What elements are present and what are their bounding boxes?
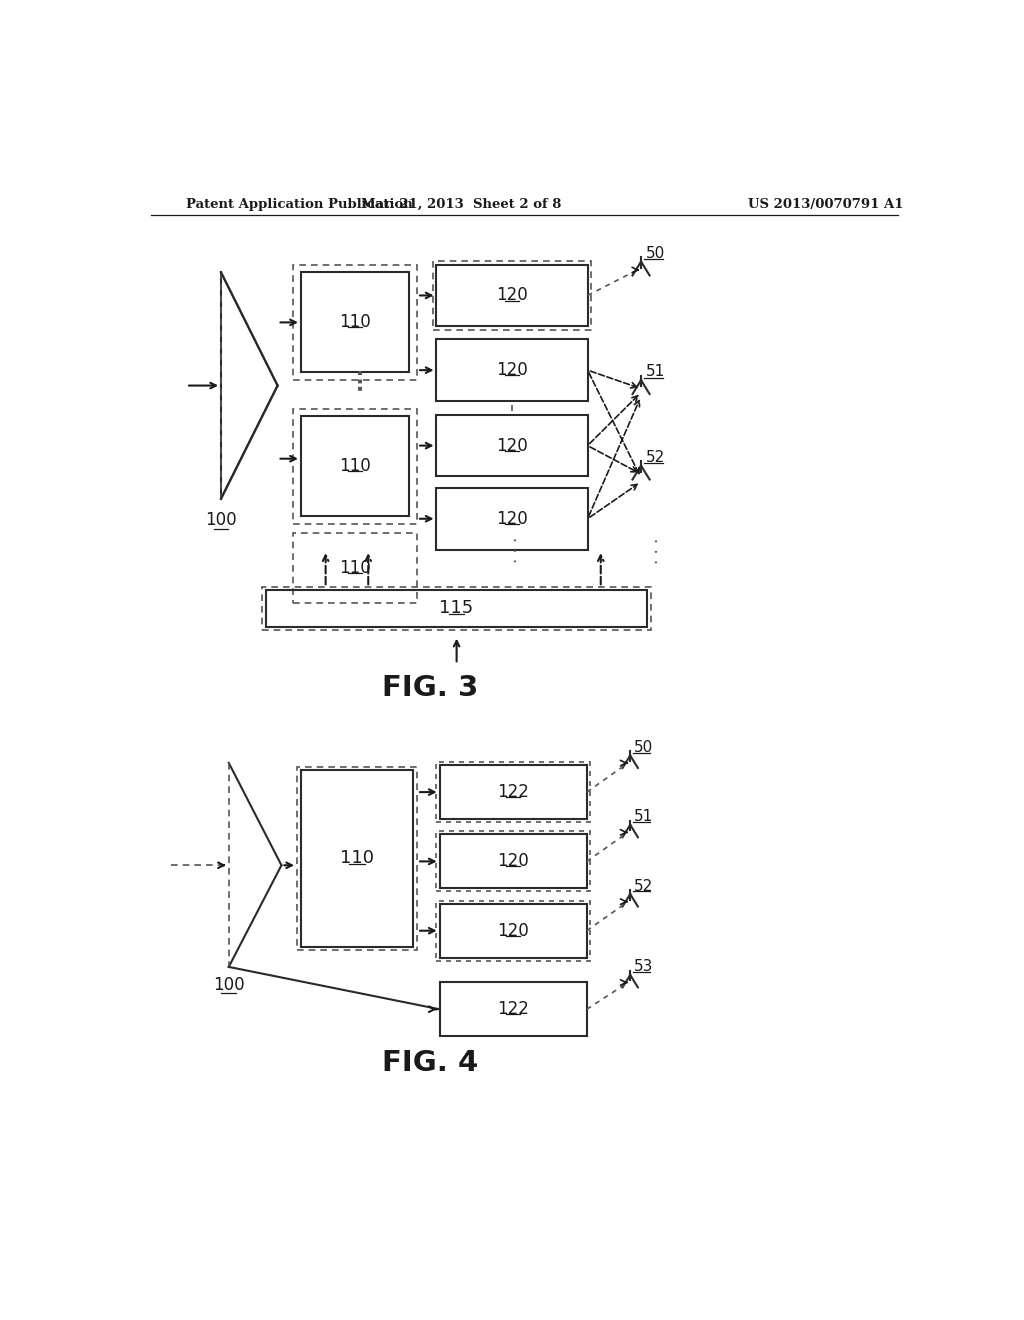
Text: FIG. 4: FIG. 4 bbox=[382, 1049, 478, 1077]
Text: 120: 120 bbox=[497, 437, 528, 454]
Bar bbox=[301, 272, 410, 372]
Bar bbox=[297, 767, 417, 950]
Bar bbox=[293, 264, 417, 380]
Bar bbox=[436, 832, 590, 891]
Bar bbox=[436, 488, 588, 549]
Text: US 2013/0070791 A1: US 2013/0070791 A1 bbox=[748, 198, 903, 211]
Bar bbox=[293, 533, 417, 603]
Bar bbox=[436, 762, 590, 822]
Text: 120: 120 bbox=[497, 510, 528, 528]
Text: 50: 50 bbox=[646, 246, 665, 260]
Text: 100: 100 bbox=[205, 511, 237, 529]
Text: Patent Application Publication: Patent Application Publication bbox=[186, 198, 413, 211]
Bar bbox=[301, 770, 414, 946]
Text: 110: 110 bbox=[340, 849, 374, 867]
Text: 110: 110 bbox=[339, 560, 371, 577]
Bar bbox=[436, 265, 588, 326]
Text: 100: 100 bbox=[213, 975, 245, 994]
Bar bbox=[293, 409, 417, 524]
Text: . . .: . . . bbox=[503, 536, 521, 562]
Bar bbox=[301, 416, 410, 516]
Text: FIG. 3: FIG. 3 bbox=[382, 675, 478, 702]
Bar bbox=[436, 414, 588, 477]
Text: 110: 110 bbox=[339, 458, 371, 475]
Text: 115: 115 bbox=[439, 599, 474, 618]
Text: 50: 50 bbox=[634, 741, 653, 755]
Text: 120: 120 bbox=[497, 286, 528, 305]
Bar bbox=[266, 590, 647, 627]
Bar bbox=[439, 982, 587, 1036]
Text: 120: 120 bbox=[498, 921, 529, 940]
Bar bbox=[439, 904, 587, 958]
Text: 53: 53 bbox=[634, 960, 653, 974]
Bar bbox=[432, 261, 592, 330]
Text: 51: 51 bbox=[646, 364, 665, 379]
Text: Mar. 21, 2013  Sheet 2 of 8: Mar. 21, 2013 Sheet 2 of 8 bbox=[361, 198, 561, 211]
Bar bbox=[436, 900, 590, 961]
Text: 51: 51 bbox=[634, 809, 653, 824]
Text: 120: 120 bbox=[497, 362, 528, 379]
Text: 120: 120 bbox=[498, 853, 529, 870]
Text: . . .: . . . bbox=[644, 539, 662, 564]
Text: 110: 110 bbox=[339, 313, 371, 331]
Bar bbox=[439, 834, 587, 888]
Text: 122: 122 bbox=[498, 783, 529, 801]
Bar bbox=[262, 587, 651, 630]
Text: ...: ... bbox=[345, 366, 366, 391]
Text: 52: 52 bbox=[634, 879, 653, 894]
Bar bbox=[439, 766, 587, 818]
Text: 52: 52 bbox=[646, 450, 665, 465]
Text: 122: 122 bbox=[498, 1001, 529, 1018]
Bar bbox=[436, 339, 588, 401]
